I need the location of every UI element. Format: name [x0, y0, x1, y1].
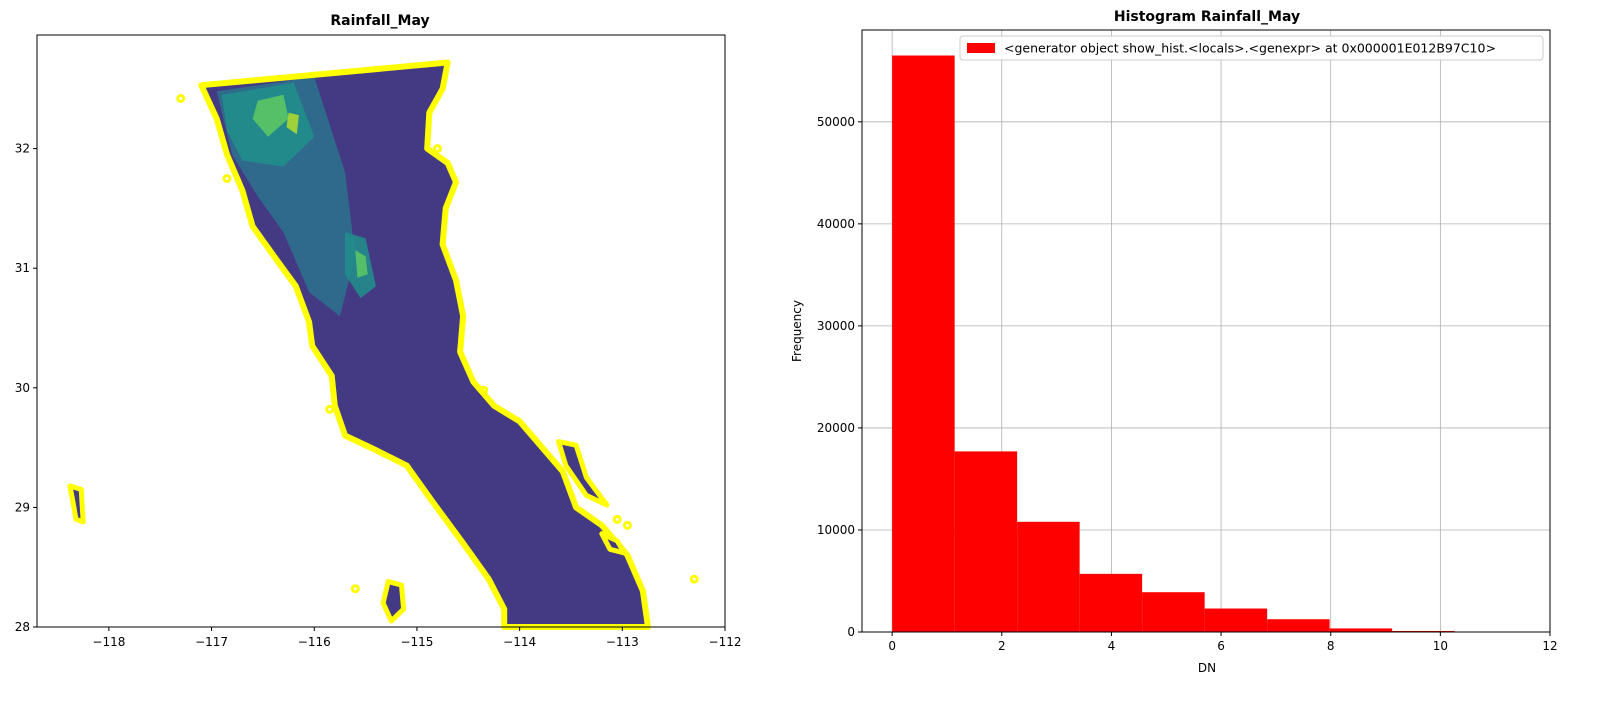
map-x-tick-label: −115: [400, 635, 433, 649]
map-y-tick-label: 30: [15, 381, 30, 395]
histogram-x-tick-label: 4: [1108, 639, 1116, 653]
island-2: [383, 582, 404, 621]
histogram-y-tick-label: 30000: [817, 319, 855, 333]
islet-3: [614, 516, 620, 522]
histogram-title: Histogram Rainfall_May: [1114, 9, 1300, 25]
histogram-bars: [892, 56, 1517, 632]
histogram-x-label: DN: [1198, 661, 1216, 675]
histogram-y-tick-label: 0: [847, 625, 855, 639]
map-y-tick-label: 32: [15, 142, 30, 156]
histogram-x-tick-label: 8: [1327, 639, 1335, 653]
map-x-ticks: −118 −117 −116 −115 −114 −113 −112: [92, 627, 741, 649]
legend-swatch: [967, 43, 995, 53]
map-x-tick-label: −116: [298, 635, 331, 649]
histogram-y-label: Frequency: [790, 300, 804, 362]
histogram-x-tick-label: 10: [1433, 639, 1448, 653]
histogram-bar: [1142, 592, 1204, 632]
histogram-bar: [1205, 609, 1267, 632]
histogram-y-tick-label: 20000: [817, 421, 855, 435]
map-x-tick-label: −114: [503, 635, 536, 649]
map-x-tick-label: −112: [709, 635, 742, 649]
map-panel: Rainfall_May −118−117−116−115−114−113−11…: [15, 13, 742, 649]
map-y-tick-label: 28: [15, 620, 30, 634]
map-y-tick-label: 31: [15, 261, 30, 275]
histogram-y-tick-label: 10000: [817, 523, 855, 537]
histogram-x-tick-label: 6: [1217, 639, 1225, 653]
histogram-y-ticks: 0 10000 20000 30000 40000 50000: [817, 115, 862, 639]
histogram-bar: [955, 451, 1017, 632]
histogram-x-tick-label: 12: [1542, 639, 1557, 653]
islet-1: [352, 586, 358, 592]
island-1: [70, 486, 83, 522]
islet-8: [624, 522, 630, 528]
islet-5: [434, 146, 440, 152]
map-title: Rainfall_May: [330, 13, 429, 29]
histogram-bar: [1080, 574, 1142, 632]
histogram-panel: Histogram Rainfall_May 0 2 4 6 8 10 12 0 10000 2…: [790, 9, 1558, 675]
map-y-ticks: 28 29 30 31 32: [15, 142, 37, 634]
histogram-x-ticks: 0 2 4 6 8 10 12: [888, 632, 1557, 653]
histogram-x-tick-label: 0: [888, 639, 896, 653]
map-x-tick-label: −113: [606, 635, 639, 649]
map-x-tick-label: −117: [195, 635, 228, 649]
histogram-x-tick-label: 2: [998, 639, 1006, 653]
histogram-bar: [1017, 522, 1079, 632]
map-x-tick-label: −118: [92, 635, 125, 649]
islet-0: [178, 95, 184, 101]
map-y-tick-label: 29: [15, 500, 30, 514]
islet-7: [327, 406, 333, 412]
histogram-y-tick-label: 50000: [817, 115, 855, 129]
histogram-bar: [1330, 628, 1392, 632]
islet-2: [691, 576, 697, 582]
histogram-legend: <generator object show_hist.<locals>.<ge…: [960, 36, 1543, 60]
islet-6: [224, 176, 230, 182]
legend-label: <generator object show_hist.<locals>.<ge…: [1004, 41, 1496, 56]
histogram-bar: [892, 56, 954, 632]
map-layers: [70, 63, 697, 628]
histogram-bar: [1267, 619, 1329, 632]
histogram-y-tick-label: 40000: [817, 217, 855, 231]
